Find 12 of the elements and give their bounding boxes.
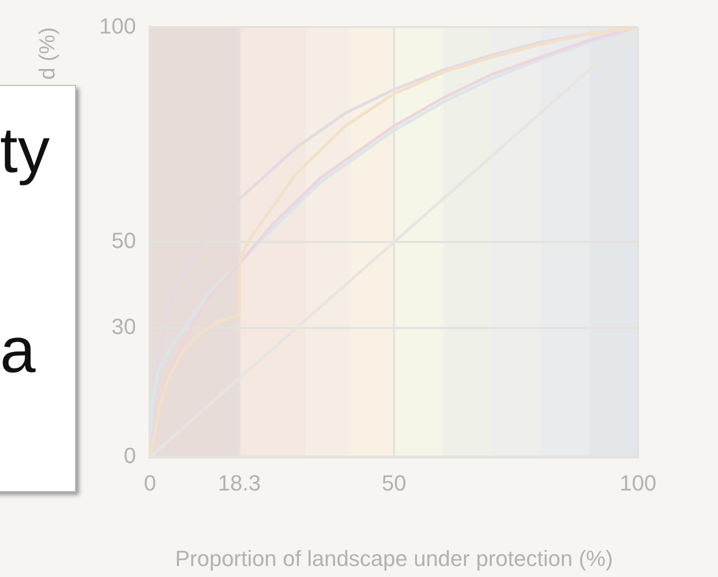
y-tick-label: 30 xyxy=(112,314,136,340)
x-axis-title: Proportion of landscape under protection (%) xyxy=(175,546,613,571)
x-tick-label: 0 xyxy=(144,470,156,496)
y-axis-title: d (%) xyxy=(34,27,60,80)
y-tick-label: 50 xyxy=(112,228,136,254)
y-tick-label: 0 xyxy=(124,443,136,468)
text: a xyxy=(0,314,36,386)
x-tick-label: 50 xyxy=(382,470,406,496)
x-tick-label: 100 xyxy=(620,470,656,496)
y-tick-label: 100 xyxy=(99,13,136,38)
x-tick-label: 18.3 xyxy=(218,470,261,496)
text: ty xyxy=(0,114,50,186)
